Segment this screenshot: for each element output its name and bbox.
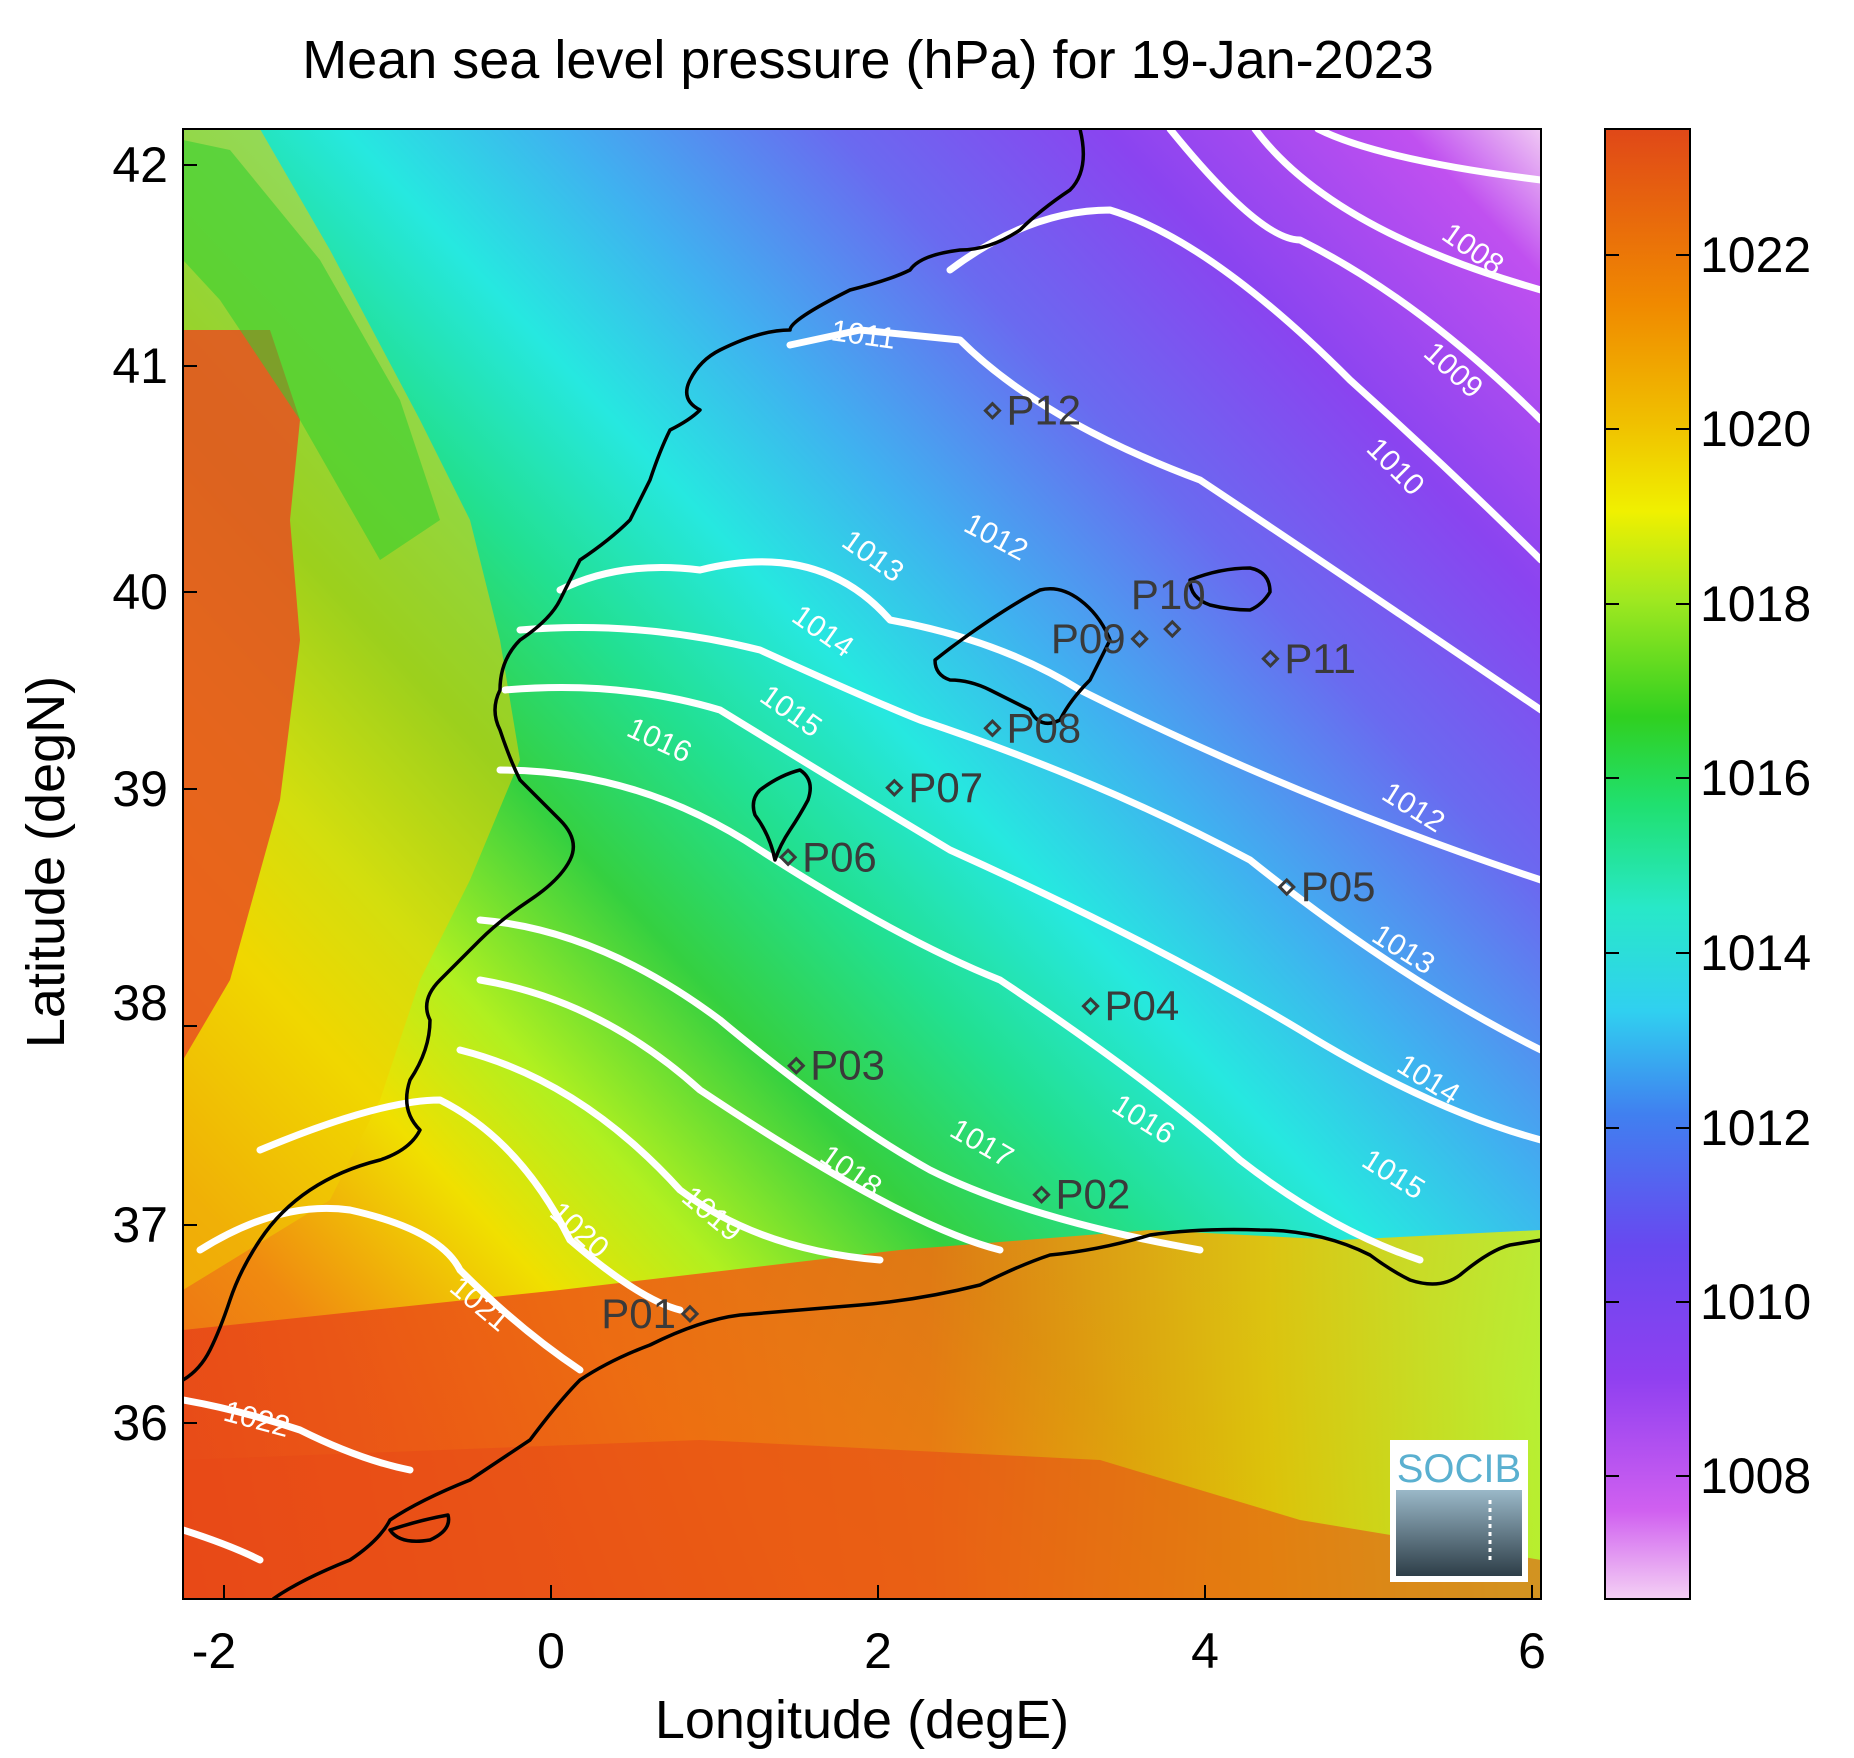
- y-tick-label: 40: [112, 564, 168, 620]
- station-marker: [885, 778, 904, 797]
- y-tick-marks: [183, 164, 197, 1424]
- ibiza-coastline: [751, 768, 812, 862]
- colorbar-tick-label: 1014: [1700, 925, 1811, 981]
- x-axis: -2 0 2 4 6 Longitude (degE): [192, 1585, 1546, 1750]
- station-label: P11: [1284, 635, 1356, 682]
- colorbar-gradient: [1604, 128, 1691, 1600]
- station-label: P03: [810, 1042, 885, 1089]
- logo-text: SOCIB: [1397, 1447, 1521, 1491]
- station-label: P12: [1006, 387, 1081, 434]
- station-label: P09: [1051, 615, 1126, 662]
- station-marker: [1032, 1185, 1051, 1204]
- station-marker: [1277, 877, 1296, 897]
- station-point: P01: [601, 1290, 700, 1337]
- y-axis-label: Latitude (degN): [16, 676, 76, 1048]
- station-marker: [983, 401, 1002, 420]
- socib-logo: SOCIB: [1390, 1440, 1528, 1582]
- station-marker: [983, 719, 1002, 738]
- x-tick-label: 6: [1518, 1623, 1546, 1679]
- x-tick-label: 4: [1191, 1623, 1219, 1679]
- x-tick-label: 2: [864, 1623, 892, 1679]
- station-label: P07: [908, 764, 983, 811]
- station-point: P04: [1081, 982, 1180, 1029]
- colorbar-tick-label: 1012: [1700, 1100, 1811, 1156]
- station-marker: [1130, 629, 1149, 649]
- station-label: P06: [802, 833, 877, 880]
- station-label: P02: [1056, 1171, 1131, 1218]
- station-point: P08: [983, 704, 1081, 751]
- colorbar-tick-label: 1022: [1700, 227, 1811, 283]
- station-marker: [1081, 996, 1100, 1016]
- station-point: P07: [885, 764, 983, 811]
- station-point: P06: [778, 833, 877, 880]
- station-marker: [787, 1056, 806, 1075]
- y-tick-label: 41: [112, 338, 168, 394]
- station-point: P11: [1261, 635, 1356, 682]
- station-point: P12: [983, 387, 1081, 434]
- y-tick-label: 39: [112, 761, 168, 817]
- station-marker: [1163, 619, 1182, 639]
- plot-frame: [182, 128, 1542, 1600]
- station-point: P03: [787, 1042, 885, 1089]
- station-marker: [778, 848, 798, 867]
- colorbar-tick-label: 1020: [1700, 401, 1811, 457]
- station-label: P05: [1301, 863, 1376, 910]
- colorbar-tick-label: 1018: [1700, 576, 1811, 632]
- station-label: P04: [1105, 982, 1180, 1029]
- station-label: P08: [1006, 704, 1081, 751]
- menorca-coastline: [1188, 566, 1272, 612]
- station-point: P10: [1131, 571, 1206, 639]
- station-marker: [1261, 649, 1280, 668]
- station-point: P02: [1032, 1171, 1131, 1218]
- y-tick-label: 38: [112, 975, 168, 1031]
- y-tick-label: 42: [112, 137, 168, 193]
- y-tick-label: 36: [112, 1395, 168, 1451]
- y-axis: 36 37 38 39 40 41 42 Latitude (degN): [16, 137, 197, 1451]
- x-tick-label: 0: [537, 1623, 565, 1679]
- x-axis-label: Longitude (degE): [655, 1690, 1069, 1750]
- isobar-contours: [183, 129, 1541, 1564]
- y-tick-label: 37: [112, 1197, 168, 1253]
- station-point: P09: [1051, 615, 1149, 662]
- chart-title: Mean sea level pressure (hPa) for 19-Jan…: [302, 30, 1434, 90]
- colorbar-tick-marks: [1605, 254, 1690, 1477]
- station-label: P10: [1131, 571, 1206, 618]
- station-point: P05: [1277, 863, 1376, 910]
- mallorca-coastline: [933, 587, 1112, 726]
- alboran-island: [388, 1513, 451, 1543]
- pressure-field: [183, 129, 1541, 1599]
- colorbar-tick-label: 1010: [1700, 1274, 1811, 1330]
- x-tick-marks: [223, 1585, 1533, 1599]
- colorbar: 1008 1010 1012 1014 1016 1018 1020 1022: [1604, 128, 1811, 1600]
- colorbar-tick-label: 1016: [1700, 750, 1811, 806]
- coastlines: [183, 129, 1541, 1599]
- iberian-coastline: [183, 129, 1086, 1382]
- station-marker: [680, 1304, 700, 1324]
- colorbar-tick-label: 1008: [1700, 1448, 1811, 1504]
- station-label: P01: [601, 1290, 676, 1337]
- north-africa-coastline: [271, 1227, 1541, 1599]
- x-tick-label: -2: [192, 1623, 236, 1679]
